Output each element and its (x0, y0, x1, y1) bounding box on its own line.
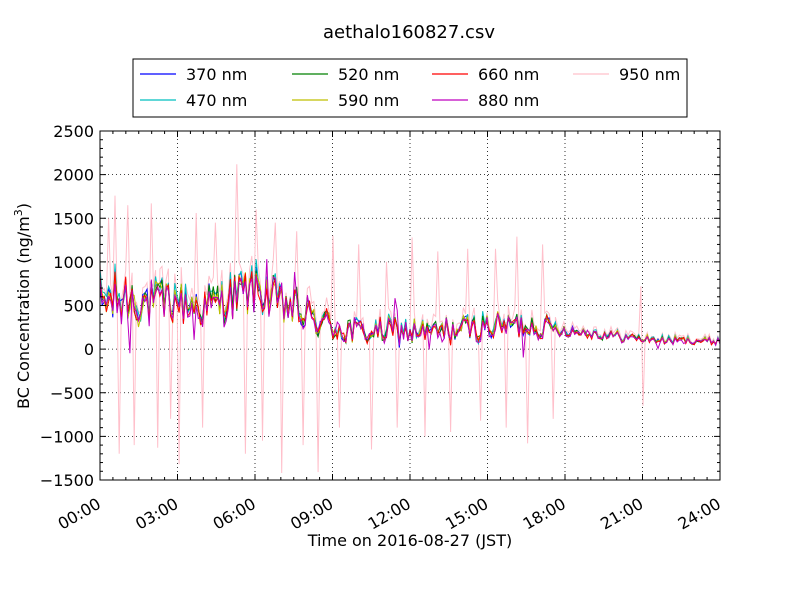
y-tick-label: 1000 (53, 253, 94, 272)
y-axis-label-main: BC Concentration (ng/m (14, 216, 33, 409)
x-tick-label: 15:00 (442, 494, 491, 534)
chart-title: aethalo160827.csv (323, 22, 495, 43)
x-tick-label: 03:00 (132, 494, 181, 534)
x-tick-label: 12:00 (365, 494, 414, 534)
x-tick-labels: 00:00 03:00 06:00 09:00 12:00 15:00 18:00 21:00… (55, 494, 724, 534)
y-axis-label: BC Concentration (ng/m3) (12, 203, 33, 409)
legend-label: 520 nm (338, 65, 399, 84)
legend-label: 370 nm (186, 65, 247, 84)
legend-label: 880 nm (478, 91, 539, 110)
legend-frame (132, 58, 688, 118)
y-tick-labels: 2500 2000 1500 1000 500 0 −500 −1000 −1500 (40, 122, 94, 490)
plot-area: 00:00 03:00 06:00 09:00 12:00 15:00 18:00 21:00… (40, 122, 724, 534)
x-tick-label: 00:00 (55, 494, 104, 534)
legend-label: 470 nm (186, 91, 247, 110)
y-axis-label-superscript: 3 (12, 209, 25, 216)
y-tick-label: −1500 (40, 471, 94, 490)
y-axis-label-close: ) (14, 203, 33, 209)
y-tick-label: 0 (84, 340, 94, 359)
y-tick-label: 1500 (53, 209, 94, 228)
y-tick-label: −500 (50, 384, 94, 403)
legend: 370 nm 470 nm 520 nm 590 nm 660 nm 880 nm 950 … (132, 58, 688, 118)
series-lines (100, 164, 720, 474)
x-tick-label: 24:00 (675, 494, 724, 534)
x-axis-label: Time on 2016-08-27 (JST) (307, 531, 512, 550)
x-tick-label: 09:00 (287, 494, 336, 534)
x-tick-label: 21:00 (597, 494, 646, 534)
y-tick-label: 500 (63, 297, 94, 316)
x-tick-label: 18:00 (520, 494, 569, 534)
legend-label: 590 nm (338, 91, 399, 110)
y-tick-label: −1000 (40, 427, 94, 446)
x-tick-label: 06:00 (210, 494, 259, 534)
legend-label: 950 nm (619, 65, 680, 84)
legend-label: 660 nm (478, 65, 539, 84)
y-tick-label: 2000 (53, 166, 94, 185)
gridlines (100, 131, 720, 480)
y-tick-label: 2500 (53, 122, 94, 141)
axis-ticks (99, 130, 721, 481)
series-line-880nm (100, 259, 720, 358)
